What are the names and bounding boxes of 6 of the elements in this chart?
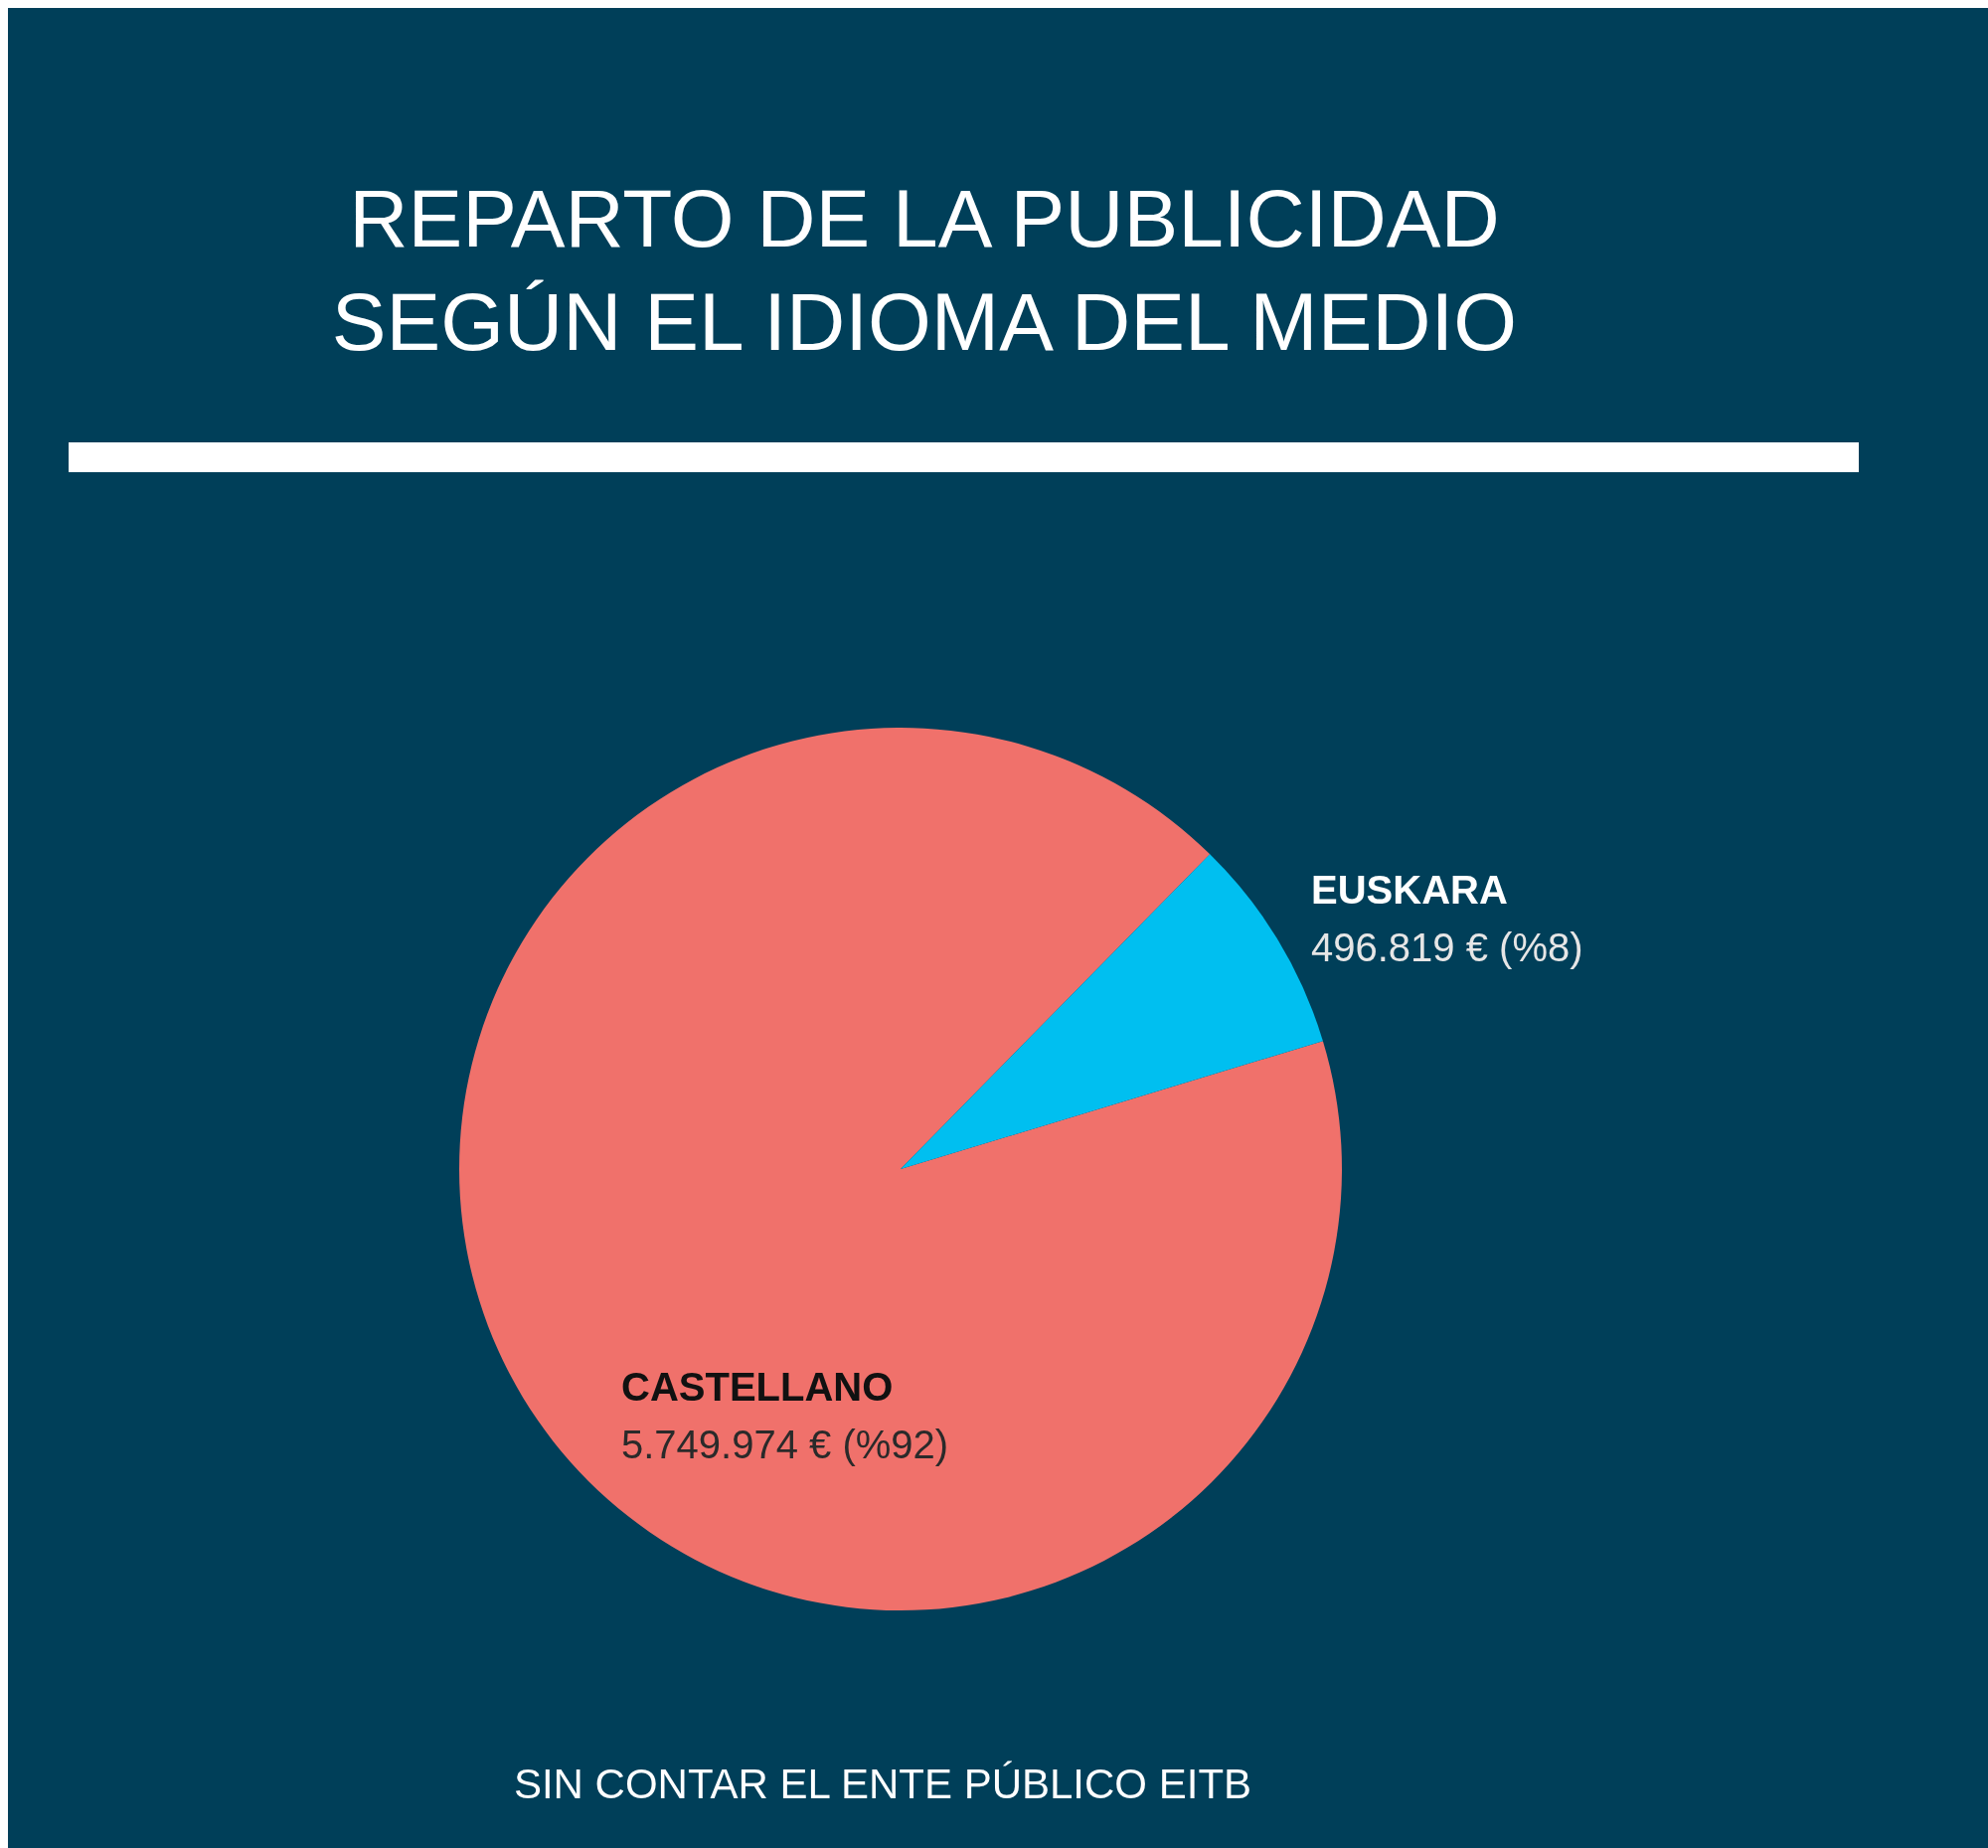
slice-label: CASTELLANO bbox=[621, 1364, 894, 1409]
data-label: 496.819 € (%8) bbox=[1311, 924, 1583, 969]
chart-title: REPARTO DE LA PUBLICIDAD SEGÚN EL IDIOMA DEL MEDIO bbox=[330, 172, 1519, 369]
slice-label: EUSKARA bbox=[1311, 867, 1508, 912]
text: SIN CONTAR EL ENTE PÚBLICO EITB bbox=[512, 1761, 1253, 1808]
data-label: 5.749.974 € (%92) bbox=[621, 1422, 949, 1466]
